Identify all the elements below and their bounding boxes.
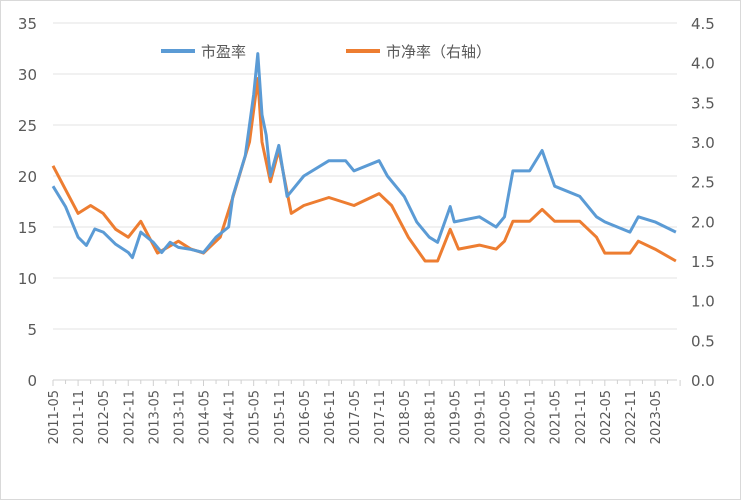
right-tick-label: 3.5 [691, 94, 715, 112]
x-tick-label: 2011-05 [47, 390, 62, 444]
x-tick-label: 2014-05 [198, 390, 213, 444]
x-tick-label: 2017-05 [348, 390, 363, 444]
right-tick-label: 1.5 [691, 253, 715, 271]
x-tick-label: 2022-05 [599, 390, 614, 444]
x-tick-label: 2021-05 [549, 390, 564, 444]
x-tick-label: 2022-11 [624, 390, 639, 444]
x-tick-label: 2018-11 [423, 390, 438, 444]
x-tick-label: 2014-11 [223, 390, 238, 444]
left-tick-label: 20 [18, 168, 37, 186]
x-tick-label: 2015-11 [273, 390, 288, 444]
series-line-1 [51, 77, 677, 263]
right-tick-label: 1.0 [691, 293, 715, 311]
x-tick-label: 2019-11 [473, 390, 488, 444]
x-tick-label: 2012-11 [122, 390, 137, 444]
right-tick-label: 2.5 [691, 174, 715, 192]
series-line-0 [51, 52, 677, 260]
x-tick-label: 2016-11 [323, 390, 338, 444]
right-tick-label: 3.0 [691, 134, 715, 152]
x-tick-label: 2018-05 [398, 390, 413, 444]
x-axis: 2011-05 2011-11 2012-05 2012-11 2013-05 2013-… [47, 380, 681, 444]
legend: 市盈率 市净率（右轴） [161, 43, 491, 61]
left-tick-label: 15 [18, 219, 37, 237]
x-tick-label: 2011-11 [72, 390, 87, 444]
left-tick-label: 0 [27, 372, 37, 390]
x-tick-label: 2021-11 [574, 390, 589, 444]
left-tick-label: 25 [18, 117, 37, 135]
right-tick-label: 4.5 [691, 15, 715, 33]
x-tick-label: 2013-11 [172, 390, 187, 444]
left-tick-label: 30 [18, 66, 37, 84]
legend-label-0: 市盈率 [201, 43, 246, 61]
gridlines [53, 22, 677, 381]
left-tick-label: 35 [18, 15, 37, 33]
x-tick-label: 2015-05 [248, 390, 263, 444]
left-tick-label: 10 [18, 270, 37, 288]
x-tick-label: 2023-05 [649, 390, 664, 444]
right-tick-label: 2.0 [691, 213, 715, 231]
x-tick-label: 2013-05 [147, 390, 162, 444]
x-tick-label: 2020-11 [524, 390, 539, 444]
x-tick-label: 2016-05 [298, 390, 313, 444]
right-tick-label: 4.0 [691, 55, 715, 73]
left-tick-label: 5 [27, 321, 37, 339]
series-lines [51, 52, 677, 263]
right-tick-label: 0.0 [691, 372, 715, 390]
legend-label-1: 市净率（右轴） [386, 43, 491, 61]
x-tick-label: 2020-05 [499, 390, 514, 444]
x-tick-label: 2019-05 [448, 390, 463, 444]
right-tick-label: 0.5 [691, 332, 715, 350]
right-axis-ticks: 0.0 0.5 1.0 1.5 2.0 2.5 3.0 3.5 4.0 4.5 [691, 15, 715, 390]
x-tick-label: 2017-11 [373, 390, 388, 444]
x-tick-label: 2012-05 [97, 390, 112, 444]
left-axis-ticks: 0 5 10 15 20 25 30 35 [18, 15, 37, 390]
